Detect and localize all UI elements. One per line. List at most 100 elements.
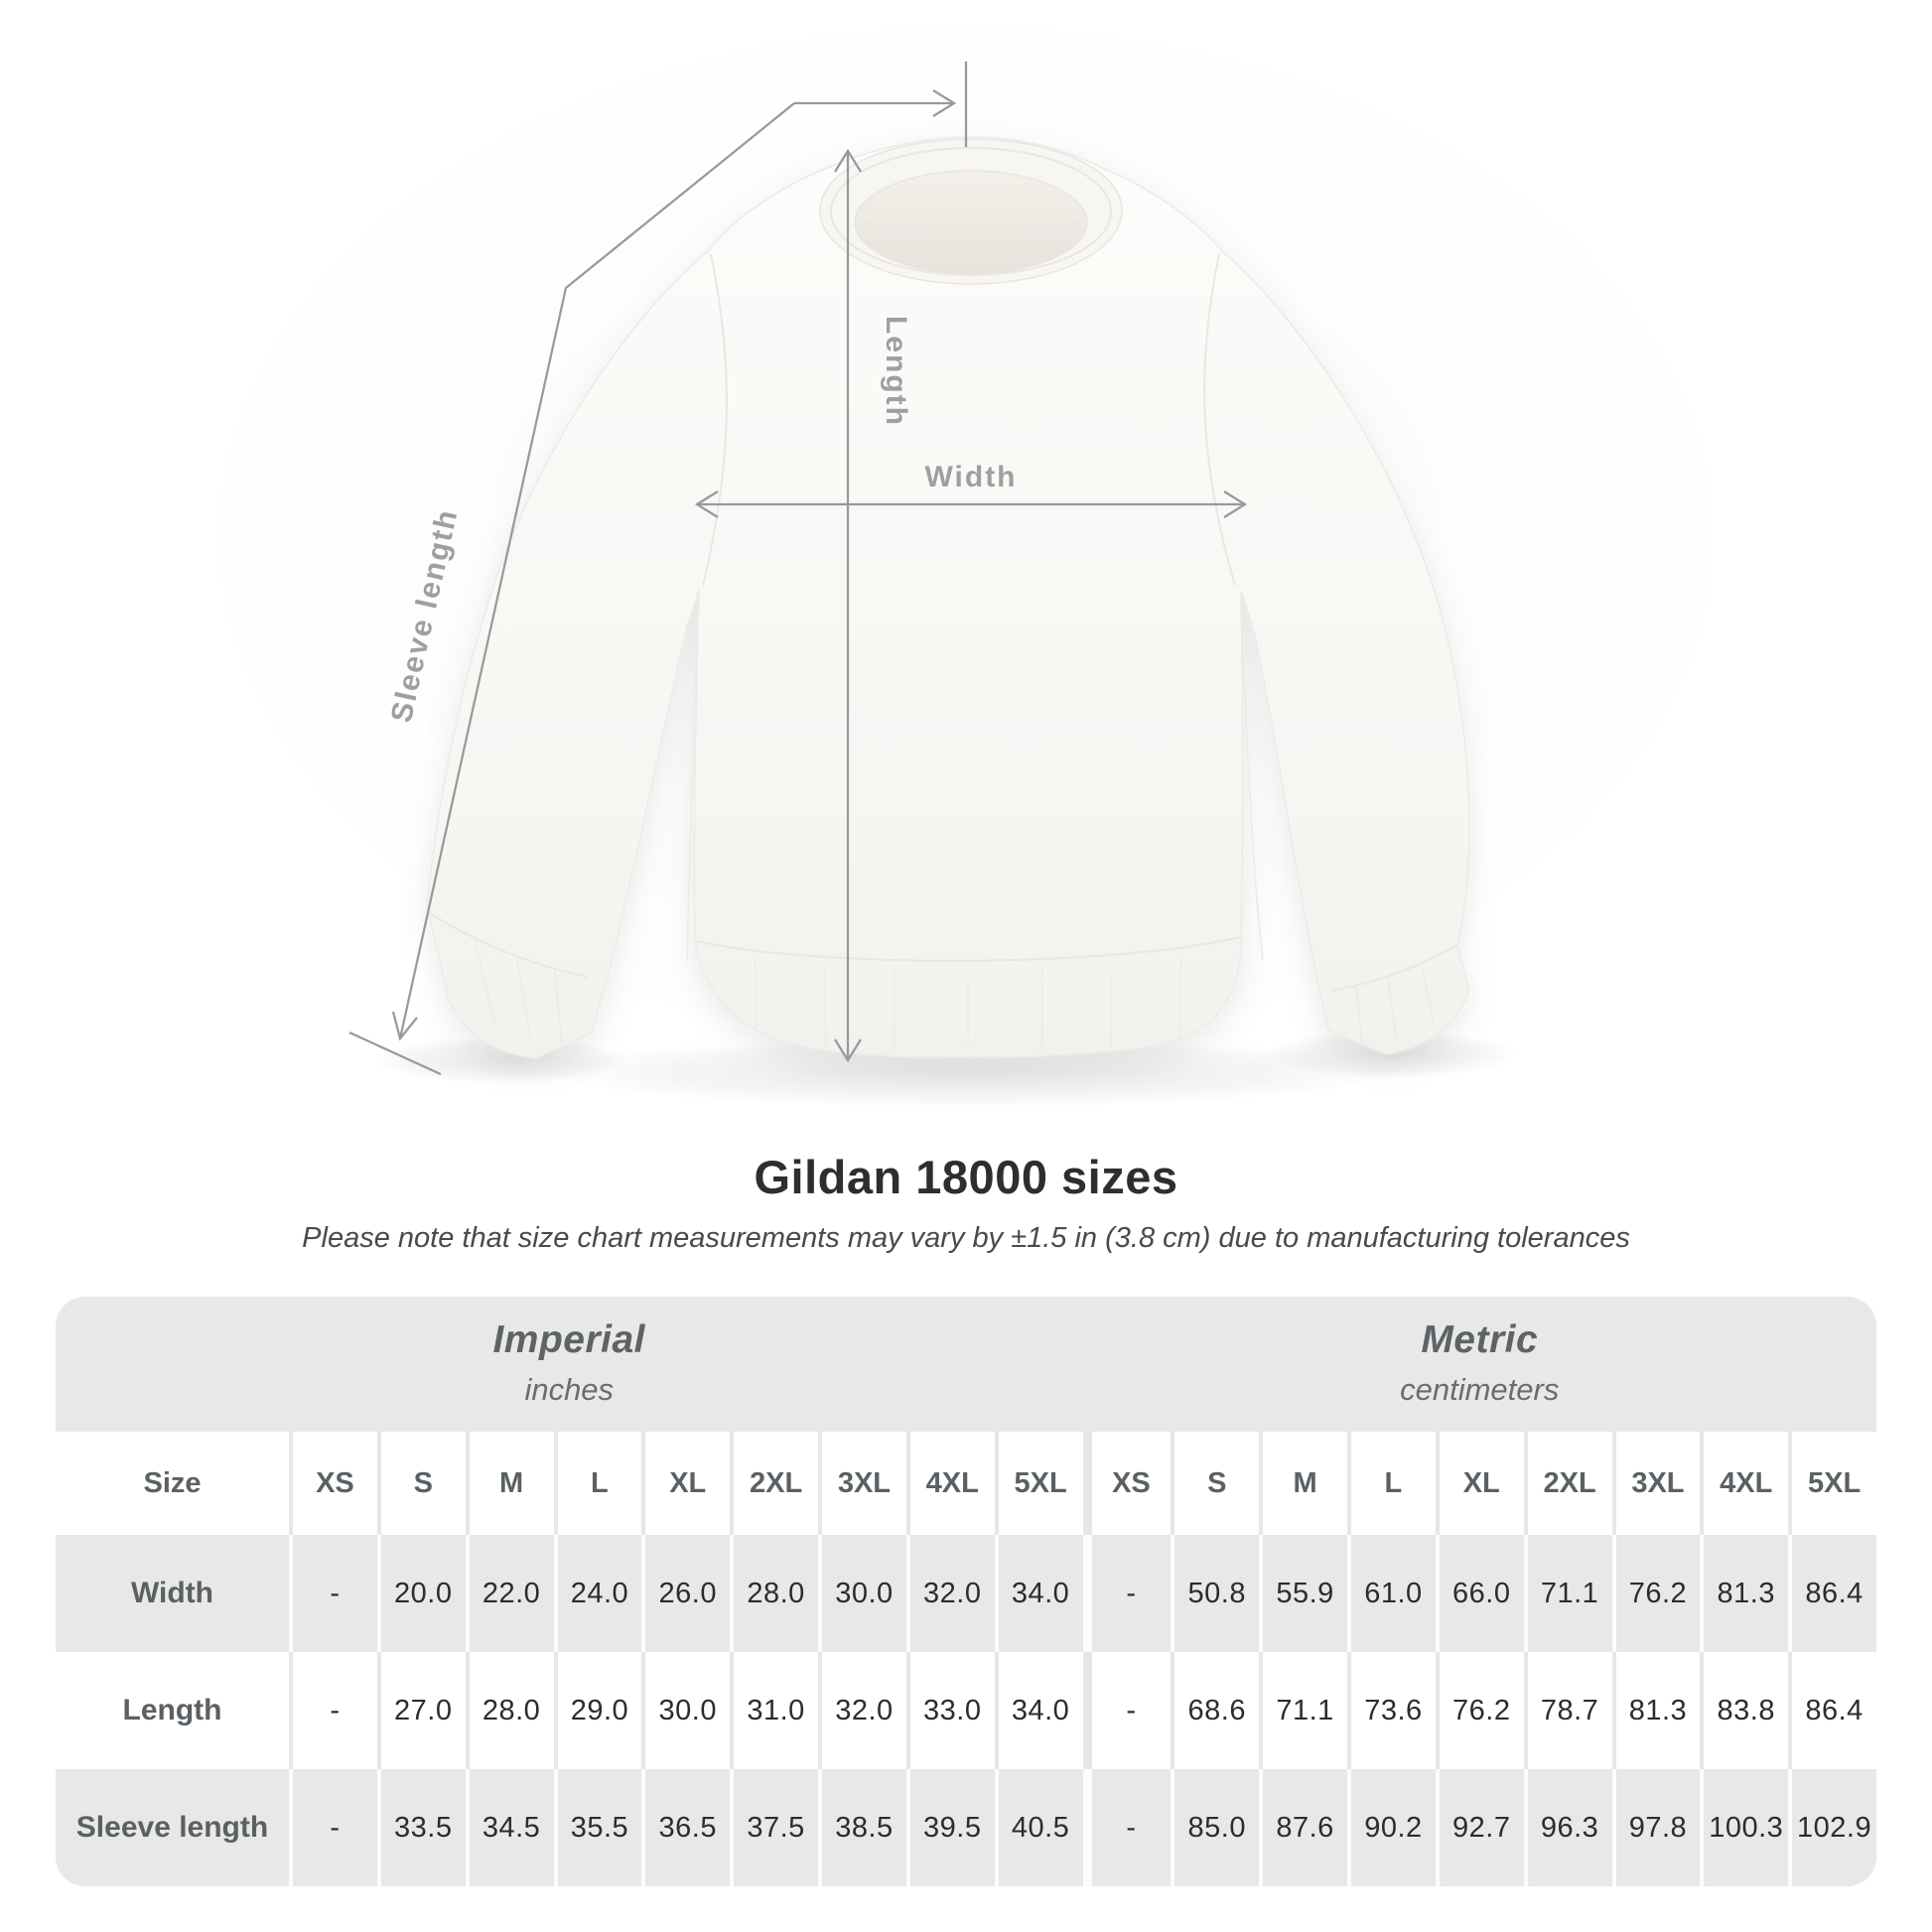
size-header-metric-2xl: 2XL <box>1523 1432 1612 1535</box>
size-header-imperial-3xl: 3XL <box>818 1432 906 1535</box>
metric-group-unit: centimeters <box>1400 1372 1560 1407</box>
width-label: Width <box>924 461 1017 493</box>
width-measure-line <box>694 490 1248 518</box>
size-header-metric-xs: XS <box>1082 1432 1172 1535</box>
width-metric-l: 61.0 <box>1347 1535 1436 1652</box>
width-metric-xs: - <box>1082 1535 1172 1652</box>
sleeve-imperial-m: 34.5 <box>465 1769 554 1886</box>
length-metric-xl: 76.2 <box>1435 1652 1524 1769</box>
size-header-imperial-m: M <box>465 1432 554 1535</box>
right-side-crease <box>1240 605 1264 962</box>
width-metric-4xl: 81.3 <box>1700 1535 1789 1652</box>
left-armhole-seam <box>702 253 728 587</box>
page-subtitle: Please note that size chart measurements… <box>302 1222 1630 1254</box>
width-metric-xl: 66.0 <box>1435 1535 1524 1652</box>
length-imperial-xl: 30.0 <box>641 1652 731 1769</box>
size-header-imperial-l: L <box>553 1432 642 1535</box>
sleeve-metric-2xl: 96.3 <box>1523 1769 1612 1886</box>
sleeve-imperial-2xl: 37.5 <box>730 1769 818 1886</box>
caption: Gildan 18000 sizes Please note that size… <box>0 1150 1932 1255</box>
size-header-imperial-2xl: 2XL <box>730 1432 818 1535</box>
sweatshirt-diagram: Length Width Sleeve length <box>152 0 1780 1108</box>
length-metric-s: 68.6 <box>1171 1652 1260 1769</box>
length-imperial-2xl: 31.0 <box>730 1652 818 1769</box>
size-header-metric-l: L <box>1347 1432 1436 1535</box>
length-metric-l: 73.6 <box>1347 1652 1436 1769</box>
length-imperial-s: 27.0 <box>376 1652 466 1769</box>
width-metric-5xl: 86.4 <box>1788 1535 1876 1652</box>
width-metric-m: 55.9 <box>1259 1535 1347 1652</box>
sleeve-metric-5xl: 102.9 <box>1788 1769 1876 1886</box>
length-imperial-3xl: 32.0 <box>818 1652 906 1769</box>
collar-topstitch <box>830 147 1112 276</box>
right-cuff-seam <box>1329 944 1458 992</box>
sleeve-imperial-s: 33.5 <box>376 1769 466 1886</box>
sleeve-metric-4xl: 100.3 <box>1700 1769 1789 1886</box>
sleeve-imperial-xl: 36.5 <box>641 1769 731 1886</box>
left-side-crease <box>686 605 698 962</box>
row-label-length: Length <box>56 1652 289 1769</box>
size-table: Imperial inches Metric centimeters Size … <box>56 1297 1876 1886</box>
width-imperial-4xl: 32.0 <box>905 1535 995 1652</box>
length-measure-line <box>834 148 862 1063</box>
row-label-sleeve-length: Sleeve length <box>56 1769 289 1886</box>
sweatshirt-graphic <box>426 136 1470 1059</box>
length-imperial-5xl: 34.0 <box>994 1652 1083 1769</box>
sleeve-metric-s: 85.0 <box>1171 1769 1260 1886</box>
length-metric-xs: - <box>1082 1652 1172 1769</box>
sleeve-metric-xl: 92.7 <box>1435 1769 1524 1886</box>
size-header-imperial-s: S <box>376 1432 466 1535</box>
size-header-metric-3xl: 3XL <box>1611 1432 1701 1535</box>
width-imperial-5xl: 34.0 <box>994 1535 1083 1652</box>
width-imperial-2xl: 28.0 <box>730 1535 818 1652</box>
back-neck-seam <box>859 219 1083 244</box>
imperial-group-unit: inches <box>524 1372 615 1407</box>
width-imperial-xl: 26.0 <box>641 1535 731 1652</box>
sleeve-imperial-5xl: 40.5 <box>994 1769 1083 1886</box>
page-title: Gildan 18000 sizes <box>754 1151 1178 1203</box>
width-imperial-xs: - <box>289 1535 377 1652</box>
left-cuff-rib <box>474 938 563 1043</box>
sleeve-imperial-xs: - <box>289 1769 377 1886</box>
metric-group-header: Metric centimeters <box>1083 1297 1877 1432</box>
length-metric-m: 71.1 <box>1259 1652 1347 1769</box>
size-column-header: Size <box>56 1432 289 1535</box>
length-label: Length <box>880 316 912 427</box>
size-header-metric-5xl: 5XL <box>1788 1432 1876 1535</box>
length-imperial-l: 29.0 <box>553 1652 642 1769</box>
sleeve-imperial-l: 35.5 <box>553 1769 642 1886</box>
sleeve-metric-l: 90.2 <box>1347 1769 1436 1886</box>
width-metric-2xl: 71.1 <box>1523 1535 1612 1652</box>
product-photo: Length Width Sleeve length <box>152 0 1780 1108</box>
size-header-metric-m: M <box>1259 1432 1347 1535</box>
length-metric-3xl: 81.3 <box>1611 1652 1701 1769</box>
width-metric-3xl: 76.2 <box>1611 1535 1701 1652</box>
width-imperial-l: 24.0 <box>553 1535 642 1652</box>
size-header-imperial-xs: XS <box>289 1432 377 1535</box>
length-imperial-m: 28.0 <box>465 1652 554 1769</box>
right-cuff-rib <box>1355 964 1435 1045</box>
hem-rib <box>754 952 1182 1054</box>
sweatshirt-body <box>426 136 1470 1059</box>
size-header-metric-xl: XL <box>1435 1432 1524 1535</box>
length-imperial-xs: - <box>289 1652 377 1769</box>
row-label-width: Width <box>56 1535 289 1652</box>
imperial-group-label: Imperial <box>492 1318 646 1361</box>
size-header-metric-4xl: 4XL <box>1700 1432 1789 1535</box>
width-imperial-m: 22.0 <box>465 1535 554 1652</box>
size-header-imperial-xl: XL <box>641 1432 731 1535</box>
width-imperial-3xl: 30.0 <box>818 1535 906 1652</box>
length-metric-2xl: 78.7 <box>1523 1652 1612 1769</box>
length-metric-4xl: 83.8 <box>1700 1652 1789 1769</box>
right-armhole-seam <box>1203 253 1236 587</box>
imperial-group-header: Imperial inches <box>56 1297 1083 1432</box>
sleeve-measure-line <box>348 62 968 1076</box>
sleeve-metric-xs: - <box>1082 1769 1172 1886</box>
sleeve-metric-m: 87.6 <box>1259 1769 1347 1886</box>
width-metric-s: 50.8 <box>1171 1535 1260 1652</box>
size-header-imperial-5xl: 5XL <box>994 1432 1083 1535</box>
size-header-metric-s: S <box>1171 1432 1260 1535</box>
metric-group-label: Metric <box>1421 1318 1539 1361</box>
neck-opening <box>855 171 1087 274</box>
hem-seam <box>696 936 1240 962</box>
